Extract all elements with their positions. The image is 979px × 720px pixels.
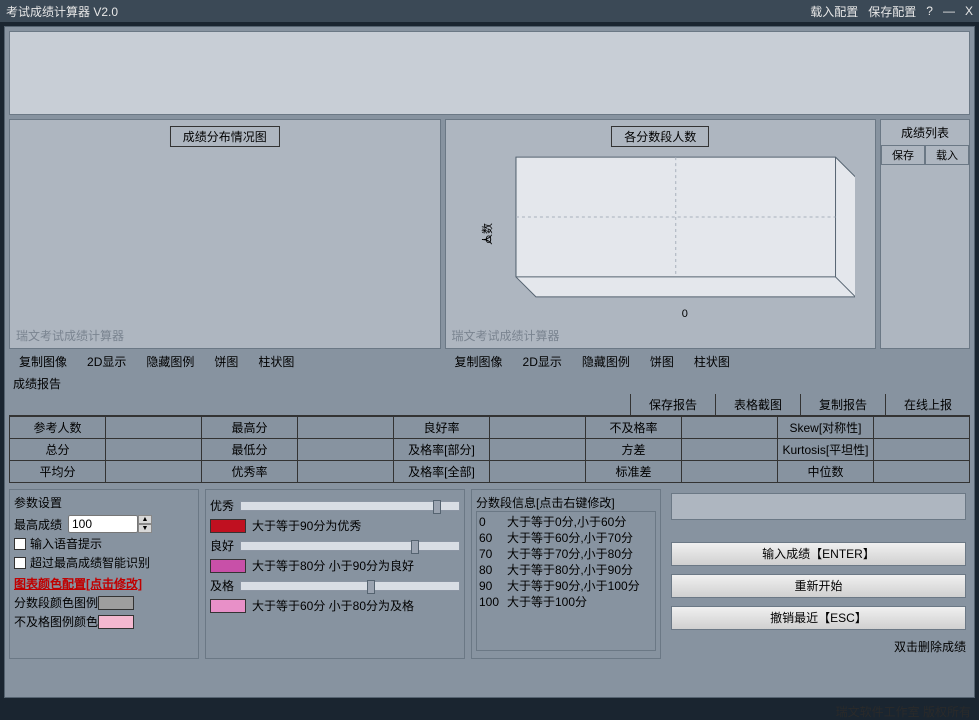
top-blank-panel — [9, 31, 970, 115]
main-frame: 成绩分布情况图 瑞文考试成绩计算器 各分数段人数 人数 0 0 瑞文考试成绩计算… — [4, 26, 975, 698]
save-config-button[interactable]: 保存配置 — [868, 3, 916, 20]
table-row: 参考人数 最高分 良好率 不及格率 Skew[对称性] — [10, 417, 970, 439]
hide-legend-button-2[interactable]: 隐藏图例 — [572, 353, 640, 370]
good-slider[interactable] — [240, 541, 460, 551]
bar-chart-button[interactable]: 柱状图 — [248, 353, 304, 370]
minimize-button[interactable]: — — [943, 4, 955, 18]
report-section: 成绩报告 保存报告 表格截图 复制报告 在线上报 参考人数 最高分 良好率 不及… — [9, 373, 970, 483]
copy-image-button[interactable]: 复制图像 — [9, 353, 77, 370]
chart-segments-watermark: 瑞文考试成绩计算器 — [452, 327, 560, 344]
smart-checkbox-label: 超过最高成绩智能识别 — [30, 554, 150, 571]
max-score-label: 最高成绩 — [14, 516, 68, 533]
spin-up-icon[interactable]: ▲ — [138, 515, 152, 524]
online-report-button[interactable]: 在线上报 — [885, 394, 970, 415]
score-list-panel: 成绩列表 保存 载入 — [880, 119, 970, 349]
list-item: 0大于等于0分,小于60分 — [479, 514, 653, 530]
voice-checkbox[interactable] — [14, 538, 26, 550]
chart-distribution-panel: 成绩分布情况图 瑞文考试成绩计算器 — [9, 119, 441, 349]
grades-panel: 优秀 大于等于90分为优秀 良好 大于等于80分 小于90分为良好 及格 大于等… — [205, 489, 465, 659]
pass-slider[interactable] — [240, 581, 460, 591]
undo-button[interactable]: 撤销最近【ESC】 — [671, 606, 966, 630]
pie-chart-button-2[interactable]: 饼图 — [640, 353, 684, 370]
copy-report-button[interactable]: 复制报告 — [800, 394, 885, 415]
excellent-label: 优秀 — [210, 497, 240, 514]
save-report-button[interactable]: 保存报告 — [630, 394, 715, 415]
chart-3d-svg — [496, 146, 856, 308]
footer-copyright: 瑞文软件工作室 版权所有 — [836, 703, 971, 720]
restart-button[interactable]: 重新开始 — [671, 574, 966, 598]
spin-down-icon[interactable]: ▼ — [138, 524, 152, 533]
chart-left-toolbar: 复制图像 2D显示 隐藏图例 饼图 柱状图 — [9, 351, 441, 371]
excellent-swatch[interactable] — [210, 519, 246, 533]
chart-3d-area — [496, 146, 856, 308]
footer-bar: 瑞文软件工作室 版权所有 — [0, 702, 979, 720]
chart-y-tick: 0 — [486, 234, 492, 246]
pie-chart-button[interactable]: 饼图 — [204, 353, 248, 370]
pass-label: 及格 — [210, 577, 240, 594]
voice-checkbox-label: 输入语音提示 — [30, 535, 102, 552]
list-item: 90大于等于90分,小于100分 — [479, 578, 653, 594]
list-item: 60大于等于60分,小于70分 — [479, 530, 653, 546]
dist-color-swatch[interactable] — [98, 596, 134, 610]
close-button[interactable]: X — [965, 4, 973, 18]
display-2d-button-2[interactable]: 2D显示 — [513, 353, 572, 370]
table-row: 平均分 优秀率 及格率[全部] 标准差 中位数 — [10, 461, 970, 483]
display-2d-button[interactable]: 2D显示 — [77, 353, 136, 370]
chart-segments-title: 各分数段人数 — [611, 126, 709, 147]
color-config-header[interactable]: 图表颜色配置[点击修改] — [14, 575, 194, 592]
list-item: 70大于等于70分,小于80分 — [479, 546, 653, 562]
good-swatch[interactable] — [210, 559, 246, 573]
dist-color-label: 分数段颜色图例 — [14, 594, 98, 611]
actions-panel: 输入成绩【ENTER】 重新开始 撤销最近【ESC】 双击删除成绩 — [667, 489, 970, 659]
dist-header: 分数段信息[点击右键修改] — [476, 494, 656, 511]
excellent-desc: 大于等于90分为优秀 — [252, 517, 361, 534]
good-desc: 大于等于80分 小于90分为良好 — [252, 557, 414, 574]
score-list-header: 成绩列表 — [901, 124, 949, 141]
chart-right-toolbar: 复制图像 2D显示 隐藏图例 饼图 柱状图 — [445, 351, 877, 371]
bar-chart-button-2[interactable]: 柱状图 — [684, 353, 740, 370]
stats-table: 参考人数 最高分 良好率 不及格率 Skew[对称性] 总分 最低分 及格率[部… — [9, 416, 970, 483]
enter-score-button[interactable]: 输入成绩【ENTER】 — [671, 542, 966, 566]
pass-swatch[interactable] — [210, 599, 246, 613]
max-score-input[interactable] — [68, 515, 138, 533]
smart-checkbox[interactable] — [14, 557, 26, 569]
dist-list[interactable]: 0大于等于0分,小于60分 60大于等于60分,小于70分 70大于等于70分,… — [476, 511, 656, 651]
double-click-hint: 双击删除成绩 — [671, 638, 966, 655]
dist-panel: 分数段信息[点击右键修改] 0大于等于0分,小于60分 60大于等于60分,小于… — [471, 489, 661, 659]
good-label: 良好 — [210, 537, 240, 554]
params-panel: 参数设置 最高成绩 ▲ ▼ 输入语音提示 超过最高成绩智能识别 图表颜色配置[点… — [9, 489, 199, 659]
table-screenshot-button[interactable]: 表格截图 — [715, 394, 800, 415]
list-item: 100大于等于100分 — [479, 594, 653, 610]
table-row: 总分 最低分 及格率[部分] 方差 Kurtosis[平坦性] — [10, 439, 970, 461]
chart-distribution-title: 成绩分布情况图 — [170, 126, 280, 147]
score-list-load-button[interactable]: 载入 — [925, 145, 969, 165]
load-config-button[interactable]: 载入配置 — [810, 3, 858, 20]
fail-color-swatch[interactable] — [98, 615, 134, 629]
score-input-preview — [671, 493, 966, 520]
pass-desc: 大于等于60分 小于80分为及格 — [252, 597, 414, 614]
help-button[interactable]: ? — [926, 4, 933, 18]
copy-image-button-2[interactable]: 复制图像 — [445, 353, 513, 370]
report-header: 成绩报告 — [9, 373, 970, 394]
score-list-save-button[interactable]: 保存 — [881, 145, 925, 165]
chart-distribution-watermark: 瑞文考试成绩计算器 — [16, 327, 124, 344]
app-title: 考试成绩计算器 V2.0 — [6, 3, 800, 20]
titlebar: 考试成绩计算器 V2.0 载入配置 保存配置 ? — X — [0, 0, 979, 22]
chart-x-tick: 0 — [682, 308, 688, 320]
hide-legend-button[interactable]: 隐藏图例 — [136, 353, 204, 370]
fail-color-label: 不及格图例颜色 — [14, 613, 98, 630]
list-item: 80大于等于80分,小于90分 — [479, 562, 653, 578]
params-header: 参数设置 — [14, 494, 194, 513]
chart-segments-panel: 各分数段人数 人数 0 0 瑞文考试成绩计算器 — [445, 119, 877, 349]
excellent-slider[interactable] — [240, 501, 460, 511]
